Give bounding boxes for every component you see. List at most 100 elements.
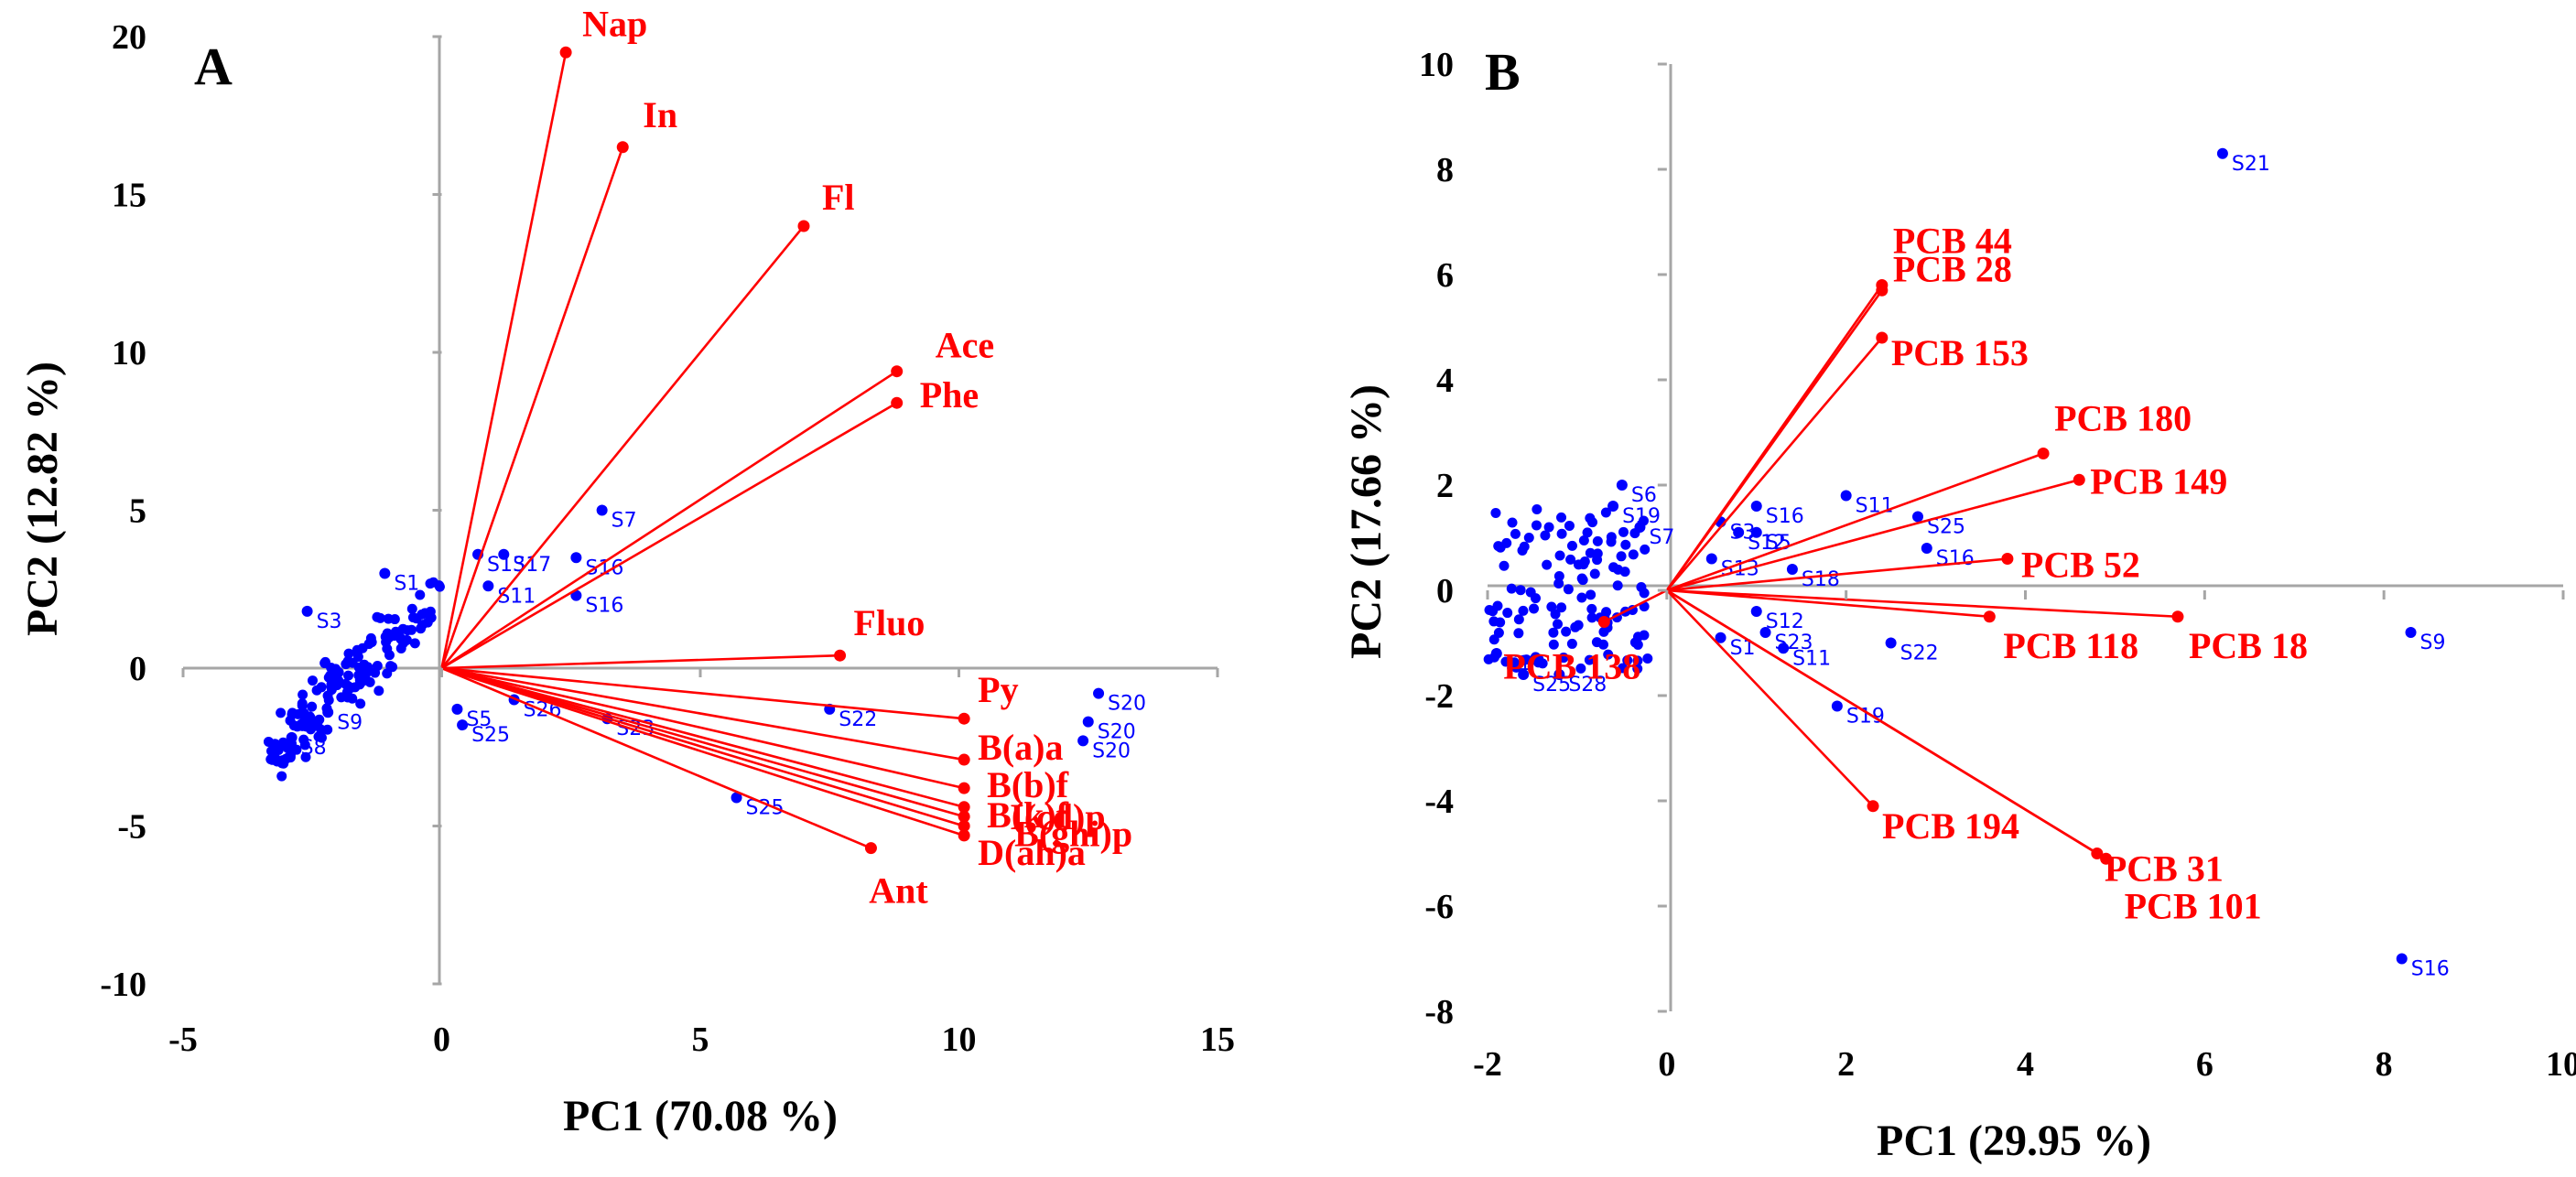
panel-a-score-cluster-point — [411, 613, 422, 624]
panel-b-loading-label: PCB 52 — [2021, 545, 2140, 586]
panel-a-loading-label: Ace — [936, 325, 994, 366]
panel-a-y-tick-label: 10 — [112, 334, 146, 373]
panel-a-loading-label: Fl — [822, 177, 855, 218]
panel-a-loading-point — [891, 396, 904, 409]
panel-b-score-point — [1778, 642, 1790, 654]
panel-a-score-point — [1077, 735, 1089, 747]
panel-a-score-label: S20 — [1098, 721, 1136, 744]
panel-b-score-label: S7 — [1649, 526, 1674, 549]
panel-a-loading-point — [958, 820, 970, 832]
panel-a-score-point — [451, 703, 463, 715]
panel-b-score-label: S16 — [2411, 958, 2450, 981]
panel-b-score-cluster-point — [1532, 657, 1543, 668]
panel-a-score-cluster-point — [419, 608, 430, 619]
panel-a-score-label: S11 — [497, 585, 536, 608]
panel-a-y-axis-title: PC2 (12.82 %) — [18, 362, 67, 636]
panel-b-score-cluster-point — [1531, 520, 1542, 531]
panel-b-score-label: S3 — [1730, 521, 1756, 544]
panel-b-score-label: S19 — [1622, 505, 1661, 528]
panel-b-score-cluster-point — [1586, 603, 1597, 614]
panel-a-score-point — [570, 552, 582, 564]
panel-a-score-cluster-point — [355, 698, 366, 709]
panel-a-loading-point — [891, 365, 904, 378]
panel-b-score-cluster-point — [1563, 584, 1574, 595]
panel-b-score-cluster-point — [1495, 542, 1506, 553]
panel-b-score-cluster-point — [1556, 512, 1567, 523]
panel-a-loading-vector — [441, 666, 965, 818]
panel-a-score-point — [731, 792, 742, 804]
panel-b-x-tick-label: 4 — [2017, 1045, 2034, 1084]
panel-b-loading-vector — [1666, 452, 2044, 592]
panel-b-score-cluster-point — [1556, 602, 1567, 613]
panel-a-score-cluster-point — [383, 613, 394, 624]
panel-a-score-cluster-point — [323, 695, 334, 706]
panel-b-score-cluster-point — [1521, 654, 1532, 665]
panel-a-score-point — [457, 719, 469, 731]
panel-b-score-cluster-point — [1632, 664, 1643, 675]
panel-a-score-cluster-point — [307, 701, 318, 712]
panel-b-x-tick-label: 10 — [2546, 1045, 2576, 1084]
panel-a-x-axis-title: PC1 (70.08 %) — [563, 1092, 838, 1140]
panel-a-score-point — [301, 605, 313, 617]
panel-b-score-cluster-point — [1529, 603, 1540, 614]
panel-a-score-cluster-point — [291, 744, 302, 755]
panel-b-score-cluster-point — [1589, 568, 1600, 579]
panel-b-score-label: S28 — [1568, 674, 1607, 696]
panel-b-loading-point — [2001, 553, 2014, 565]
panel-b-score-point — [1840, 490, 1852, 502]
panel-a-score-cluster-point — [326, 679, 337, 690]
panel-b-score-cluster-point — [1606, 532, 1617, 543]
panel-b-score-cluster-point — [1564, 520, 1575, 531]
panel-b-y-tick-label: 2 — [1436, 467, 1454, 505]
panel-b-score-point — [1786, 564, 1798, 575]
panel-a-x-tick-label: 5 — [692, 1020, 709, 1059]
panel-b-score-cluster-point — [1500, 656, 1511, 667]
panel-a-score-label: S25 — [471, 724, 510, 747]
panel-b-score-cluster-point — [1532, 504, 1542, 515]
panel-a-score-cluster-point — [373, 686, 384, 696]
panel-b-score-label: S22 — [1900, 642, 1939, 665]
panel-b-score-cluster-point — [1518, 605, 1529, 616]
panel-b-loading-vector — [1665, 337, 1883, 591]
panel-b-y-tick-label: 8 — [1436, 151, 1454, 189]
panel-a-loading-vector — [441, 666, 965, 809]
panel-b-score-cluster-point — [1603, 649, 1614, 660]
panel-b-loading-vector — [1666, 588, 2107, 860]
panel-a-y-tick-label: 20 — [112, 18, 146, 57]
panel-a-score-cluster-point — [390, 626, 401, 637]
panel-b-loading-point — [2073, 473, 2085, 486]
panel-b-score-cluster-point — [1575, 663, 1586, 674]
panel-a-score-dots: S1S13S17S11S7S16S16S5S25S26S23S22S25S20S… — [263, 504, 1146, 819]
panel-a-score-cluster-point — [343, 648, 354, 659]
panel-b-score-cluster-point — [1600, 507, 1611, 518]
panel-a-score-cluster-point — [341, 686, 352, 697]
panel-b-score-point — [1885, 637, 1897, 649]
panel-a-score-point — [596, 504, 608, 516]
panel-a-score-cluster-point — [269, 742, 280, 753]
panel-b-score-cluster-point — [1540, 530, 1551, 541]
panel-a-score-label: S16 — [585, 556, 623, 579]
panel-a-score-label: S3 — [317, 610, 342, 633]
panel-a-loading-label: Fluo — [854, 602, 925, 643]
panel-b-y-tick-label: -8 — [1424, 993, 1454, 1031]
panel-b-y-tick-label: 10 — [1419, 46, 1454, 84]
panel-b-score-cluster-point — [1543, 522, 1554, 533]
panel-a-loading-point — [958, 810, 970, 823]
panel-b-score-cluster-point — [1502, 608, 1513, 619]
panel-b-score-cluster-point — [1565, 554, 1576, 565]
panel-b-score-cluster-point — [1576, 573, 1587, 584]
panel-b-ticks: -2 0 2 4 6 8 10 -8 -6 -4 -2 0 2 4 6 8 10 — [1419, 46, 2576, 1084]
panel-b-score-cluster-point — [1585, 513, 1596, 524]
panel-a-loading-vector — [441, 666, 965, 837]
panel-b-x-tick-label: 8 — [2376, 1045, 2393, 1084]
panel-b-score-cluster-point — [1591, 637, 1602, 648]
panel-b-score-cluster-point — [1561, 626, 1572, 637]
panel-b-score-cluster-point — [1554, 550, 1565, 561]
panel-a-loading-label: B(b)f — [987, 764, 1069, 805]
panel-a-loading-point — [559, 46, 572, 59]
panel-a-score-cluster-point — [276, 771, 287, 782]
panel-a-score-label: S5 — [466, 708, 492, 731]
panel-a-loading-label: B(ghi)p — [1014, 814, 1132, 855]
panel-b-loading-point — [1867, 800, 1879, 813]
